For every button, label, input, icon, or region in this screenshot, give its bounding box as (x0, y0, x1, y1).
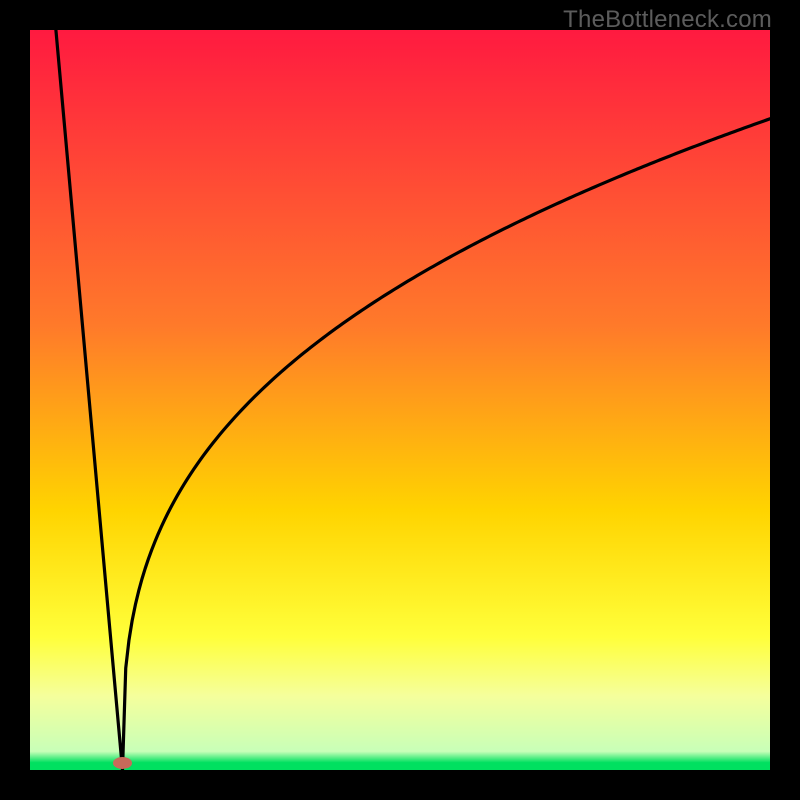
chart-container: TheBottleneck.com (0, 0, 800, 800)
plot-area (30, 30, 770, 770)
bottleneck-curve (30, 30, 770, 770)
bottleneck-curve-path (56, 30, 770, 770)
minimum-marker (113, 757, 132, 769)
